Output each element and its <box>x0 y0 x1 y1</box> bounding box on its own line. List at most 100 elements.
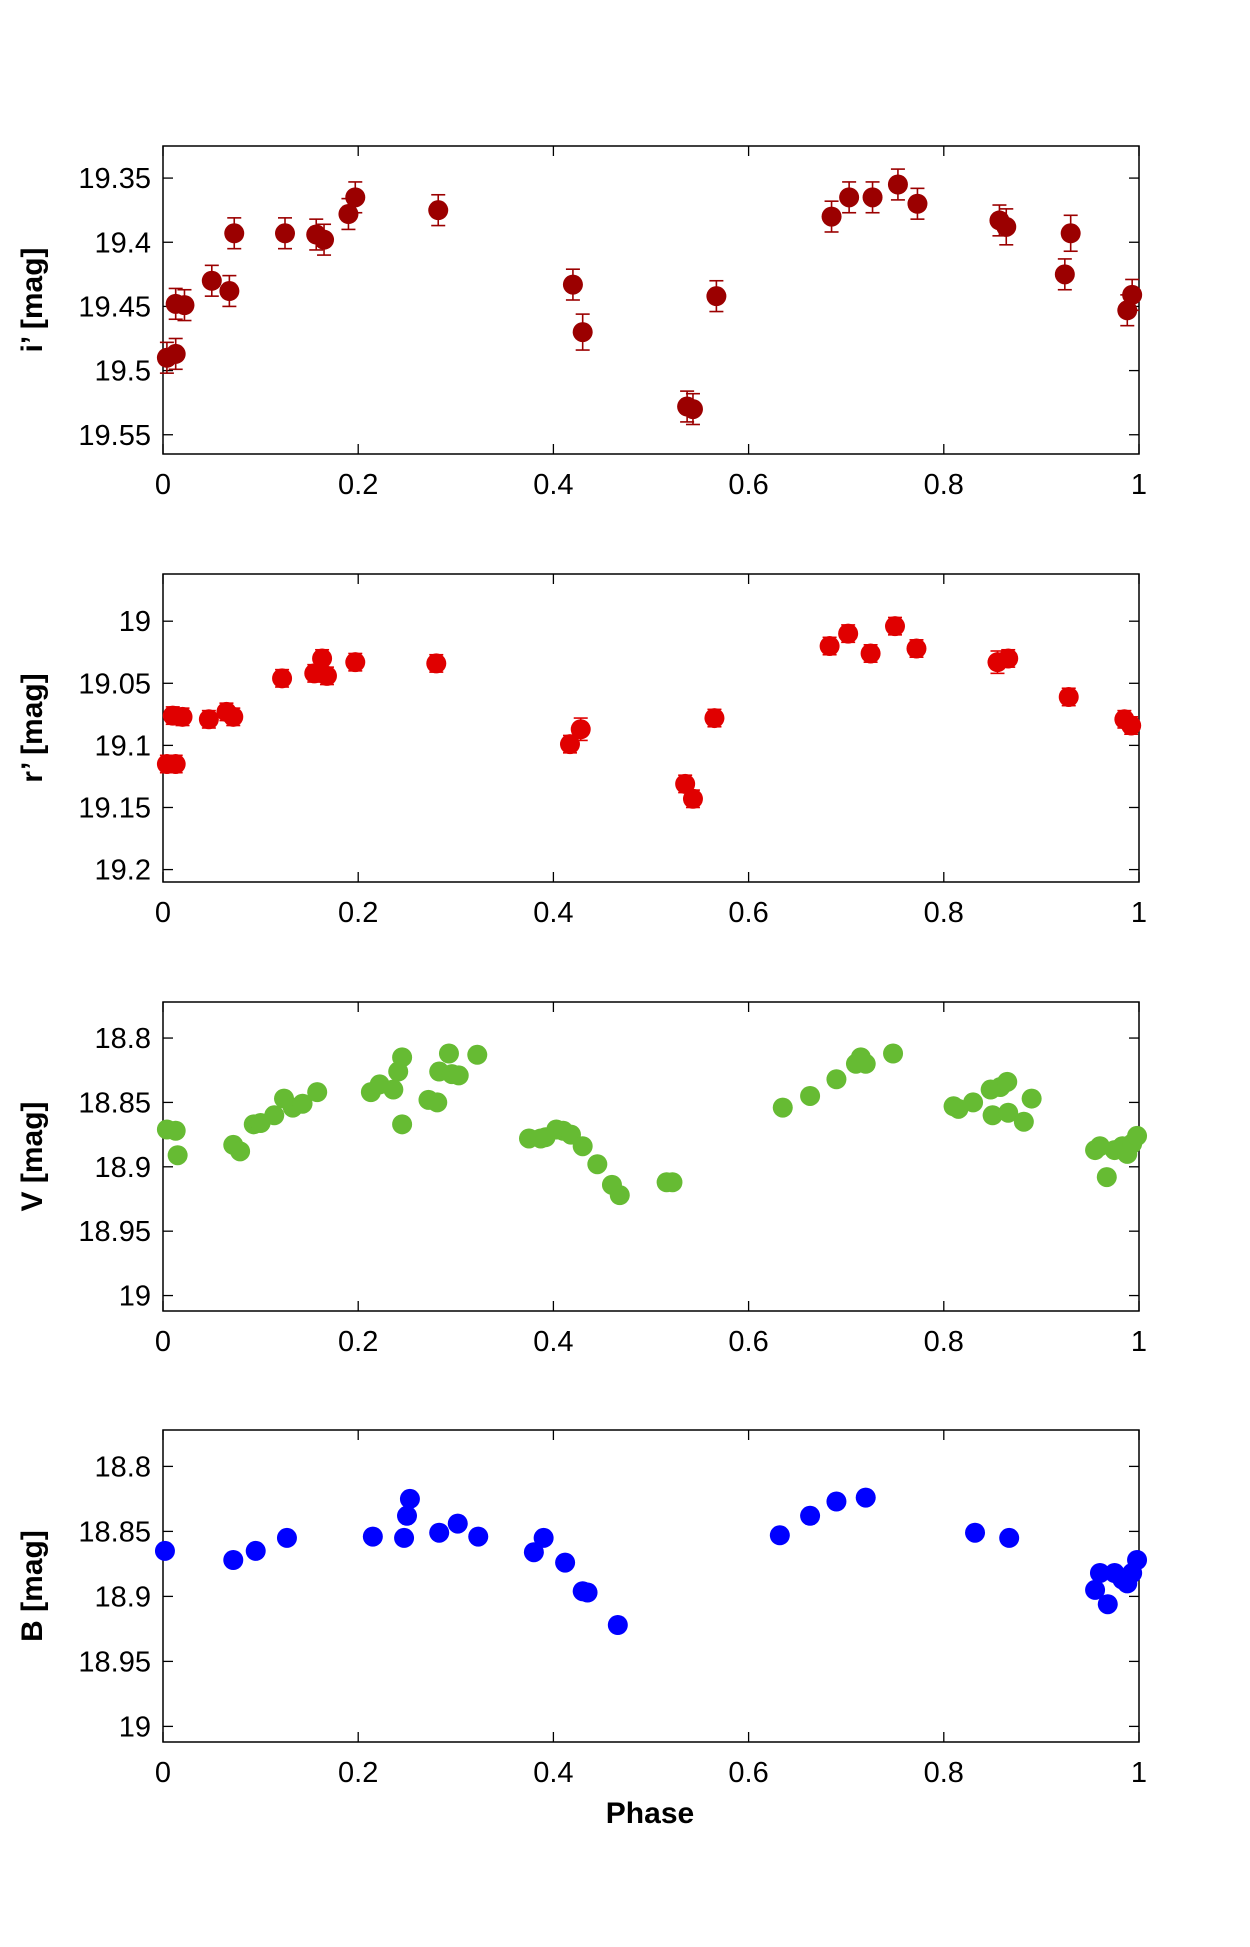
data-point-v <box>467 1044 488 1065</box>
y-tick-label-b: 18.8 <box>95 1451 151 1483</box>
data-point-v <box>587 1154 608 1175</box>
panel-r: 0 0.2 0.4 0.6 0.8 1 19 19.05 19.1 19.15 19.2 r’ [ma… <box>16 573 1147 929</box>
data-point-i <box>345 187 366 208</box>
data-point-v <box>427 1092 448 1113</box>
y-tick-label-v: 18.85 <box>78 1087 151 1119</box>
data-point-v <box>855 1053 876 1074</box>
data-point-b <box>607 1615 628 1635</box>
data-point-v <box>392 1047 413 1068</box>
data-point-i <box>996 216 1017 237</box>
data-point-v <box>609 1185 630 1206</box>
plot-frame-b <box>162 1429 1140 1743</box>
x-tick-label-b: 0.6 <box>728 1757 768 1789</box>
y-tick-label-v: 18.8 <box>95 1023 151 1055</box>
data-point-v <box>392 1114 413 1135</box>
data-point-b <box>447 1513 468 1534</box>
y-tick-label-b: 19 <box>119 1711 151 1743</box>
x-tick-label-r: 0.2 <box>338 897 378 929</box>
data-point-v <box>438 1043 459 1064</box>
data-point-i <box>219 281 240 302</box>
x-tick-label-r: 0.4 <box>533 897 573 929</box>
data-point-v <box>772 1097 793 1118</box>
data-point-v <box>982 1105 1003 1126</box>
x-tick-label-v: 0.6 <box>728 1326 768 1358</box>
y-tick-label-i: 19.35 <box>78 163 151 195</box>
data-point-v <box>264 1105 285 1126</box>
data-point-b <box>468 1526 489 1547</box>
x-tick-label-b: 1 <box>1131 1757 1147 1789</box>
panel-b: 0 0.2 0.4 0.6 0.8 1 18.8 18.85 18.9 18.95 19 B [mag… <box>16 1429 1148 1789</box>
y-axis-label-i: i’ [mag] <box>16 247 49 352</box>
data-point-b <box>394 1527 415 1548</box>
data-point-i <box>201 270 222 291</box>
data-point-b <box>855 1487 876 1508</box>
x-tick-label-i: 0.8 <box>924 469 964 501</box>
y-tick-label-r: 19.05 <box>78 668 151 700</box>
data-point-i <box>839 187 860 208</box>
data-point-v <box>1096 1167 1117 1188</box>
data-point-v <box>383 1079 404 1100</box>
data-point-i <box>1060 223 1081 244</box>
x-tick-label-v: 0 <box>155 1326 171 1358</box>
y-tick-label-b: 18.9 <box>95 1581 151 1613</box>
data-point-r <box>885 616 905 637</box>
data-point-b <box>362 1526 383 1547</box>
y-tick-label-v: 18.95 <box>78 1216 151 1248</box>
data-point-v <box>230 1141 251 1162</box>
y-tick-label-r: 19 <box>119 606 151 638</box>
data-point-v <box>448 1065 469 1086</box>
plot-frame-i <box>162 145 1140 455</box>
data-point-r <box>316 665 337 686</box>
data-point-i <box>907 193 928 214</box>
data-point-b <box>800 1505 821 1526</box>
x-tick-label-v: 1 <box>1131 1326 1147 1358</box>
data-point-v <box>1013 1111 1034 1132</box>
x-tick-label-i: 0 <box>155 469 171 501</box>
data-point-i <box>682 399 703 420</box>
x-tick-label-b: 0.2 <box>338 1757 378 1789</box>
x-tick-label-i: 0.2 <box>338 469 378 501</box>
data-point-v <box>1021 1088 1042 1109</box>
y-tick-label-i: 19.45 <box>78 291 151 323</box>
plot-frame-r <box>162 573 1140 883</box>
y-tick-label-r: 19.2 <box>95 855 151 887</box>
data-point-v <box>292 1093 313 1114</box>
data-point-b <box>533 1527 554 1548</box>
y-tick-label-i: 19.55 <box>78 420 151 452</box>
data-point-r <box>345 652 366 673</box>
data-point-b <box>1097 1594 1118 1615</box>
panel-i: 0 0.2 0.4 0.6 0.8 1 19.35 19.4 19.45 19.5 19.55 i’ … <box>16 145 1147 501</box>
data-point-r <box>198 709 219 730</box>
data-point-v <box>165 1120 186 1141</box>
data-point-i <box>1054 264 1075 285</box>
x-tick-label-v: 0.2 <box>338 1326 378 1358</box>
x-tick-label-i: 0.4 <box>533 469 573 501</box>
data-point-b <box>276 1527 297 1548</box>
data-point-i <box>887 174 908 195</box>
data-point-i <box>862 187 883 208</box>
data-point-r <box>223 706 244 727</box>
data-point-r <box>165 754 186 775</box>
data-point-v <box>167 1145 188 1166</box>
data-point-i <box>314 229 335 250</box>
data-point-b <box>826 1491 847 1512</box>
data-point-i <box>165 343 186 364</box>
data-point-r <box>272 668 293 689</box>
data-point-i <box>275 223 295 244</box>
data-point-r <box>172 706 193 727</box>
data-point-b <box>1127 1550 1148 1570</box>
x-tick-label-i: 0.6 <box>728 469 768 501</box>
data-point-v <box>662 1172 683 1193</box>
data-point-r <box>1058 686 1079 707</box>
data-point-v <box>998 1102 1019 1123</box>
data-point-i <box>428 200 449 221</box>
data-point-r <box>1121 715 1142 736</box>
data-point-v <box>1127 1125 1148 1146</box>
x-tick-label-i: 1 <box>1131 469 1147 501</box>
y-axis-label-r: r’ [mag] <box>16 673 49 782</box>
data-point-r <box>906 638 927 659</box>
data-point-i <box>572 322 593 343</box>
x-tick-label-b: 0 <box>155 1757 171 1789</box>
data-point-r <box>426 653 447 674</box>
